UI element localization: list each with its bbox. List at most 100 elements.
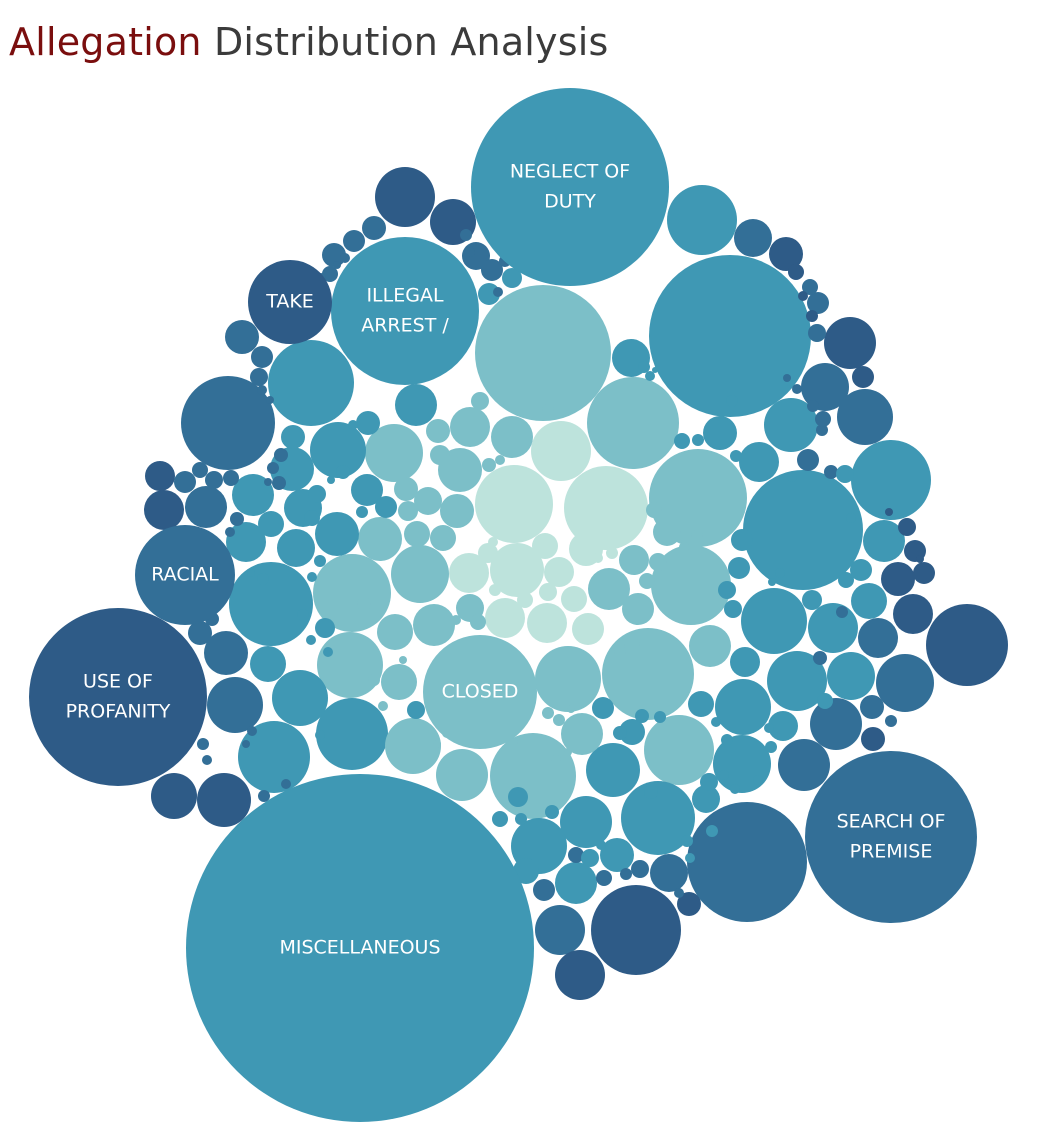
bubble xyxy=(706,825,718,837)
bubble xyxy=(808,324,826,342)
bubble xyxy=(306,635,316,645)
bubble xyxy=(181,376,275,470)
bubble xyxy=(297,609,309,621)
bubble xyxy=(258,511,284,537)
bubble xyxy=(430,525,456,551)
bubble xyxy=(385,718,441,774)
bubble xyxy=(257,573,269,585)
bubble xyxy=(614,647,626,659)
bubble xyxy=(602,628,694,720)
bubble xyxy=(881,562,915,596)
bubble xyxy=(808,603,858,653)
bubble xyxy=(535,646,601,712)
bubble-label-miscellaneous: MISCELLANEOUS xyxy=(279,937,440,959)
bubble xyxy=(769,237,803,271)
bubble-use-of-profanity xyxy=(29,608,207,786)
bubble xyxy=(449,553,489,593)
bubble xyxy=(572,613,604,645)
bubble xyxy=(650,854,688,892)
bubble xyxy=(436,749,488,801)
bubble xyxy=(688,691,714,717)
bubble xyxy=(768,711,798,741)
bubble xyxy=(863,520,905,562)
bubble xyxy=(348,420,358,430)
bubble xyxy=(765,741,777,753)
bubble xyxy=(185,486,227,528)
bubble-label-take: TAKE xyxy=(265,291,314,313)
bubble xyxy=(362,216,386,240)
bubble xyxy=(677,892,701,916)
bubble xyxy=(592,697,614,719)
bubble xyxy=(450,407,490,447)
bubble xyxy=(204,631,248,675)
bubble xyxy=(743,470,863,590)
bubble xyxy=(644,785,658,799)
bubble xyxy=(635,709,649,723)
bubble xyxy=(490,543,544,597)
bubble xyxy=(587,377,679,469)
bubble xyxy=(807,400,819,412)
title-rest: Distribution Analysis xyxy=(213,20,609,64)
bubble xyxy=(527,603,567,643)
bubble-label-use-of-profanity: PROFANITY xyxy=(66,701,171,723)
bubble xyxy=(482,458,496,472)
bubble xyxy=(272,476,286,490)
bubble xyxy=(247,726,257,736)
bubble xyxy=(268,340,354,426)
bubble xyxy=(753,775,763,785)
bubble xyxy=(315,730,325,740)
bubble xyxy=(451,615,461,625)
bubble xyxy=(645,371,655,381)
bubble xyxy=(715,679,771,735)
bubble xyxy=(687,802,807,922)
bubble xyxy=(493,287,503,297)
bubble xyxy=(490,733,576,819)
bubble xyxy=(495,455,505,465)
bubble xyxy=(430,445,450,465)
bubble xyxy=(555,950,605,1000)
bubble xyxy=(470,614,486,630)
chart-title: Allegation Distribution Analysis xyxy=(9,14,609,70)
bubble xyxy=(264,478,272,486)
bubble xyxy=(502,268,522,288)
bubble xyxy=(407,701,425,719)
bubble xyxy=(622,593,654,625)
bubble-label-illegal-arrest: ILLEGAL xyxy=(366,285,444,307)
bubble-label-racial: RACIAL xyxy=(151,564,219,586)
bubble xyxy=(679,542,689,552)
bubble xyxy=(913,562,935,584)
bubble xyxy=(649,255,811,417)
bubble xyxy=(539,583,557,601)
bubble xyxy=(553,714,565,726)
bubble xyxy=(813,651,827,665)
bubble xyxy=(274,448,288,462)
bubble xyxy=(728,557,750,579)
bubble xyxy=(315,512,359,556)
bubble xyxy=(893,594,933,634)
bubble xyxy=(726,395,738,407)
bubble xyxy=(460,229,472,241)
bubble xyxy=(721,734,733,746)
bubble xyxy=(851,583,887,619)
bubble xyxy=(851,440,931,520)
bubble xyxy=(197,738,209,750)
bubble xyxy=(807,292,829,314)
bubble xyxy=(545,805,559,819)
bubble xyxy=(730,647,760,677)
bubble xyxy=(858,618,898,658)
bubble xyxy=(837,389,893,445)
bubble xyxy=(475,465,553,543)
bubble xyxy=(226,522,266,562)
bubble xyxy=(564,466,648,550)
bubble xyxy=(433,740,441,748)
bubble xyxy=(739,442,779,482)
bubble-illegal-arrest xyxy=(331,237,479,385)
bubble xyxy=(485,598,525,638)
bubble xyxy=(205,471,223,489)
bubble xyxy=(685,853,695,863)
bubble xyxy=(619,719,645,745)
bubble xyxy=(824,317,876,369)
bubble xyxy=(798,291,808,301)
bubble xyxy=(465,247,475,257)
bubble xyxy=(692,434,704,446)
